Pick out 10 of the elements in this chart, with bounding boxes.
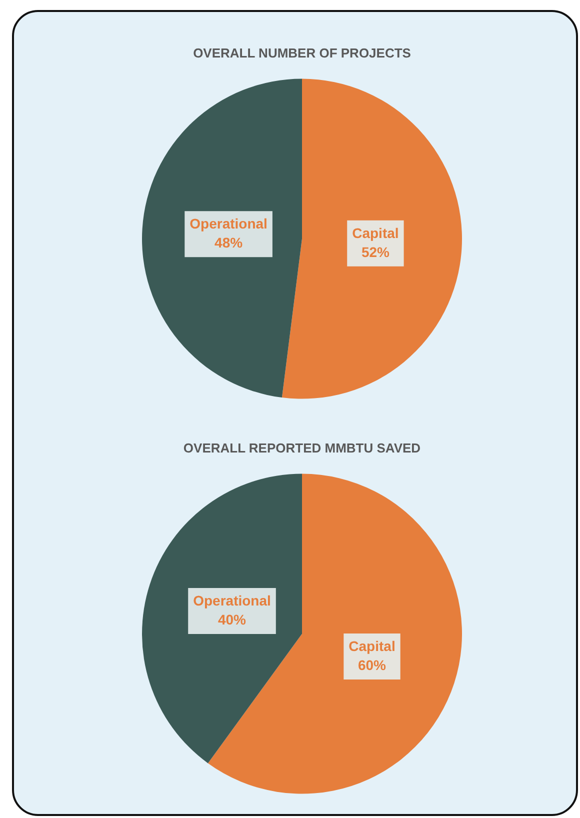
data-label: 48% (214, 234, 244, 251)
chart-title: OVERALL NUMBER OF PROJECTS (193, 45, 412, 60)
slice-label: Capital (352, 224, 399, 241)
slice-label: Operational (193, 592, 271, 608)
slice-label: Operational (190, 216, 268, 232)
data-label: 40% (218, 611, 247, 628)
data-label: 60% (358, 656, 387, 673)
data-label: 52% (361, 244, 390, 260)
slice-label: Capital (348, 638, 396, 654)
chart-title: OVERALL REPORTED MMBTU SAVED (183, 440, 421, 456)
